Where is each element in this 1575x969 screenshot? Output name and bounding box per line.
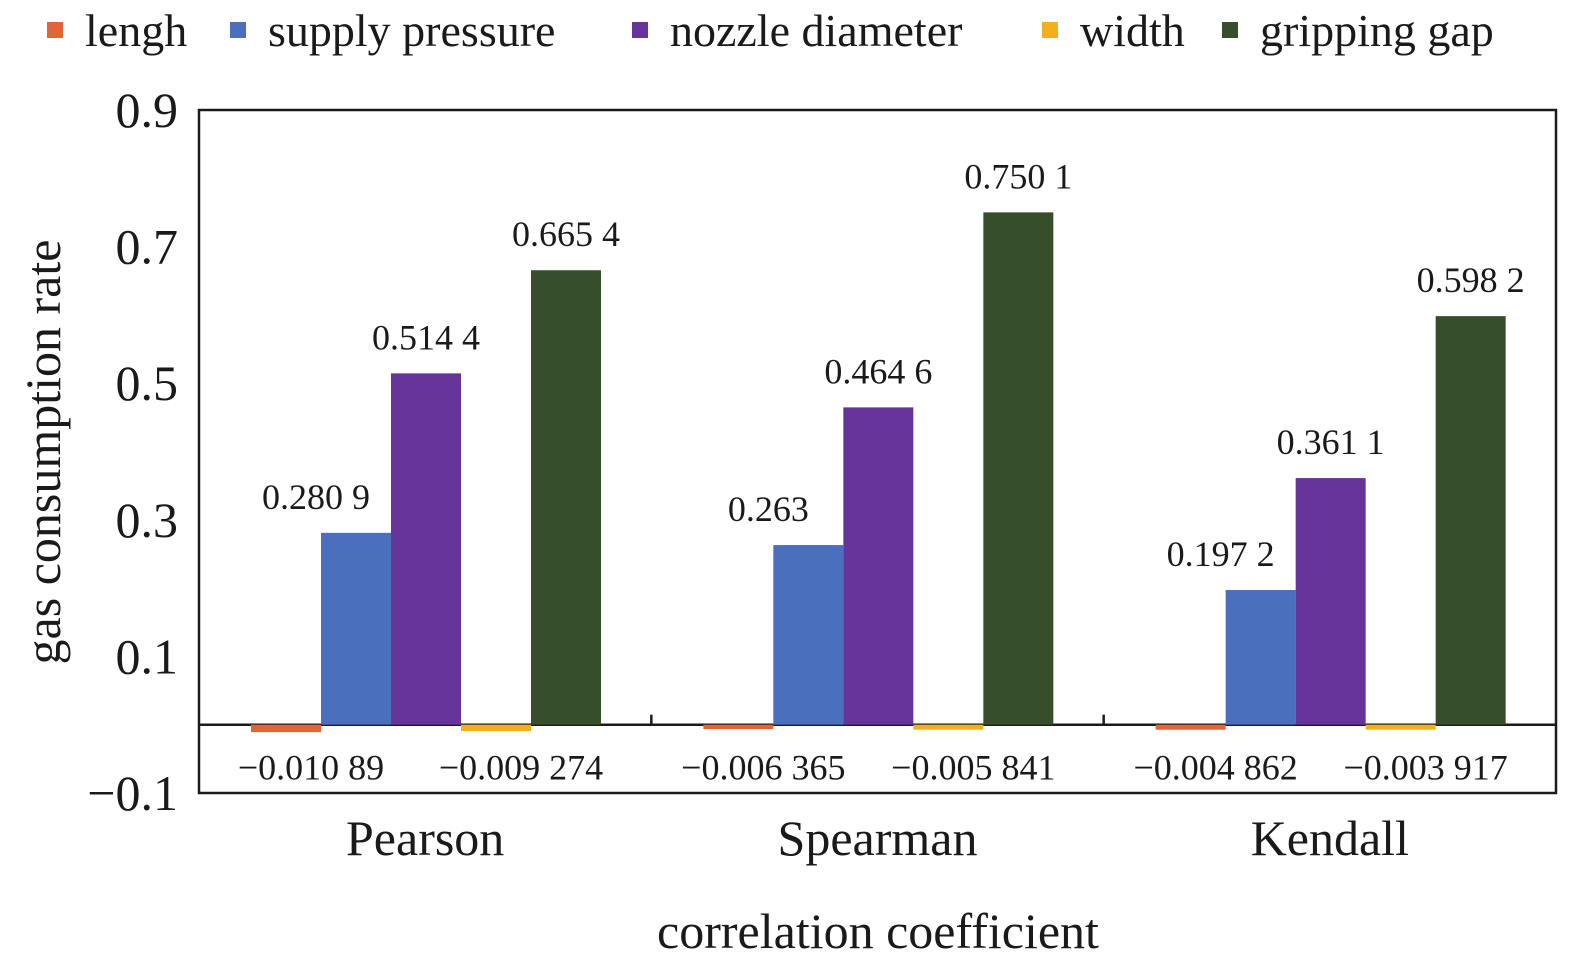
y-tick-label: 0.1 [116,628,179,684]
bar-gripping-gap-kendall [1435,316,1506,725]
bar-supply-pressure-spearman [773,545,844,725]
category-label: Pearson [346,810,504,866]
legend-label: nozzle diameter [670,5,962,56]
bar-width-pearson [461,724,531,732]
bar-value-label: 0.665 4 [512,214,620,254]
x-axis-categories: Pearson Spearman Kendall [346,810,1409,866]
bar-width-spearman [913,724,984,730]
legend-swatch-nozzle-diameter [632,22,648,38]
plot-frame [197,108,1558,795]
legend-label: gripping gap [1260,5,1494,56]
bar-width-kendall [1365,724,1436,730]
legend-label: lengh [85,5,187,56]
bar-value-label: −0.003 917 [1344,748,1508,788]
bar-nozzle-diameter-kendall [1295,478,1366,725]
bar-nozzle-diameter-pearson [391,373,461,725]
bar-gripping-gap-pearson [531,270,601,725]
bar-value-labels: −0.010 89 0.280 9 0.514 4 −0.009 274 0.665 4… [238,156,1525,787]
category-label: Spearman [778,810,978,866]
legend: lengh supply pressure nozzle diameter width… [47,5,1494,56]
legend-swatch-supply-pressure [230,22,246,38]
bar-lengh-spearman [703,724,774,730]
bar-value-label: 0.514 4 [372,317,480,357]
category-label: Kendall [1251,810,1409,866]
y-tick-label: −0.1 [87,765,178,821]
bar-value-label: 0.464 6 [824,351,932,391]
bar-value-label: 0.750 1 [964,156,1072,196]
bar-lengh-kendall [1155,724,1226,730]
bars [251,212,1506,733]
y-tick-label: 0.5 [116,355,179,411]
bar-value-label: 0.280 9 [262,477,370,517]
bar-gripping-gap-spearman [983,212,1054,725]
legend-swatch-lengh [47,22,63,38]
y-tick-label: 0.7 [116,219,179,275]
bar-nozzle-diameter-spearman [843,407,914,725]
bar-value-label: −0.005 841 [891,748,1055,788]
legend-swatch-gripping-gap [1222,22,1238,38]
bar-value-label: −0.004 862 [1134,748,1298,788]
bar-supply-pressure-pearson [321,532,391,725]
bar-lengh-pearson [251,724,321,733]
y-tick-label: 0.9 [116,82,179,138]
bar-value-label: −0.010 89 [238,748,384,788]
bar-supply-pressure-kendall [1225,590,1296,725]
x-axis-title: correlation coefficient [657,903,1099,959]
bar-value-label: 0.197 2 [1167,534,1275,574]
bar-value-label: −0.009 274 [439,748,603,788]
bar-value-label: −0.006 365 [681,748,845,788]
bar-value-label: 0.598 2 [1417,260,1525,300]
bar-value-label: 0.361 1 [1277,422,1385,462]
legend-label: supply pressure [268,5,555,56]
bar-value-label: 0.263 [728,489,809,529]
legend-swatch-width [1042,22,1058,38]
y-tick-label: 0.3 [116,492,179,548]
legend-label: width [1080,5,1185,56]
y-axis-ticks: −0.1 0.1 0.3 0.5 0.7 0.9 [87,82,178,821]
y-axis-title: gas consumption rate [15,240,71,665]
